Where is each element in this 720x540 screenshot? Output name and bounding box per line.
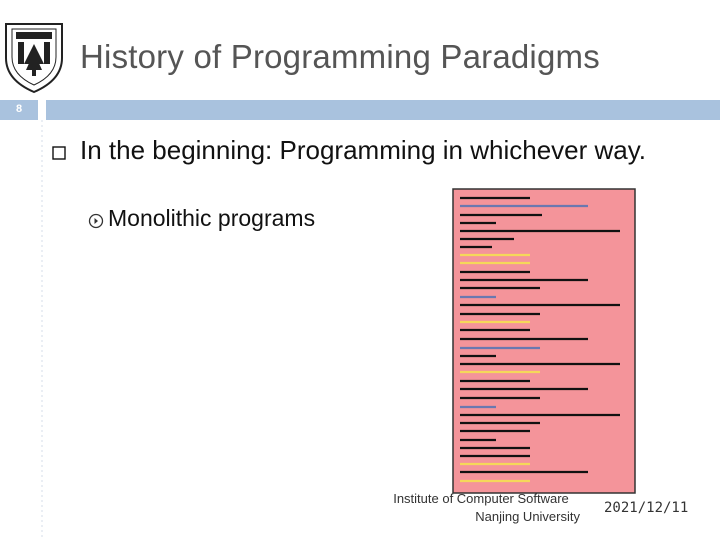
header-accent-bar <box>46 100 720 120</box>
bullet-text-monolithic: Monolithic programs <box>108 205 316 231</box>
bullet-text-beginning: In the beginning: Programming in whichev… <box>80 135 647 165</box>
footer-institute-line1: Institute of Computer Software <box>393 491 569 506</box>
university-logo <box>5 23 63 94</box>
square-bullet-icon <box>52 146 66 160</box>
footer-institute: Institute of Computer Software Nanjing U… <box>382 490 580 526</box>
footer-date: 2021/12/11 <box>604 500 689 516</box>
vertical-divider <box>41 120 43 540</box>
footer-institute-line2: Nanjing University <box>475 509 580 524</box>
code-listing-icon <box>452 188 636 494</box>
slide-number: 8 <box>15 103 23 115</box>
slide-title: History of Programming Paradigms <box>80 38 600 75</box>
circle-bullet-icon <box>88 213 104 229</box>
slide-number-bar <box>0 100 38 120</box>
